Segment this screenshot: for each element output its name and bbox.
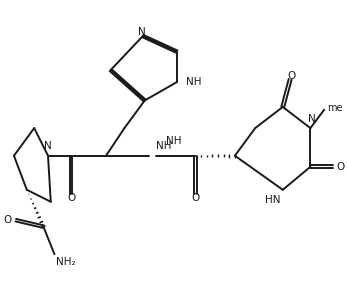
Text: NH: NH	[186, 77, 201, 87]
Text: N: N	[138, 27, 146, 37]
Text: O: O	[288, 70, 296, 81]
Text: N: N	[308, 114, 316, 124]
Text: NH: NH	[166, 136, 182, 146]
Text: NH₂: NH₂	[56, 257, 76, 267]
Text: NH: NH	[156, 141, 171, 151]
Text: me: me	[327, 103, 342, 113]
Text: O: O	[191, 193, 199, 203]
Text: HN: HN	[264, 195, 280, 205]
Text: O: O	[67, 193, 75, 203]
Text: N: N	[44, 141, 52, 151]
Text: O: O	[337, 162, 345, 172]
Text: O: O	[3, 215, 11, 225]
